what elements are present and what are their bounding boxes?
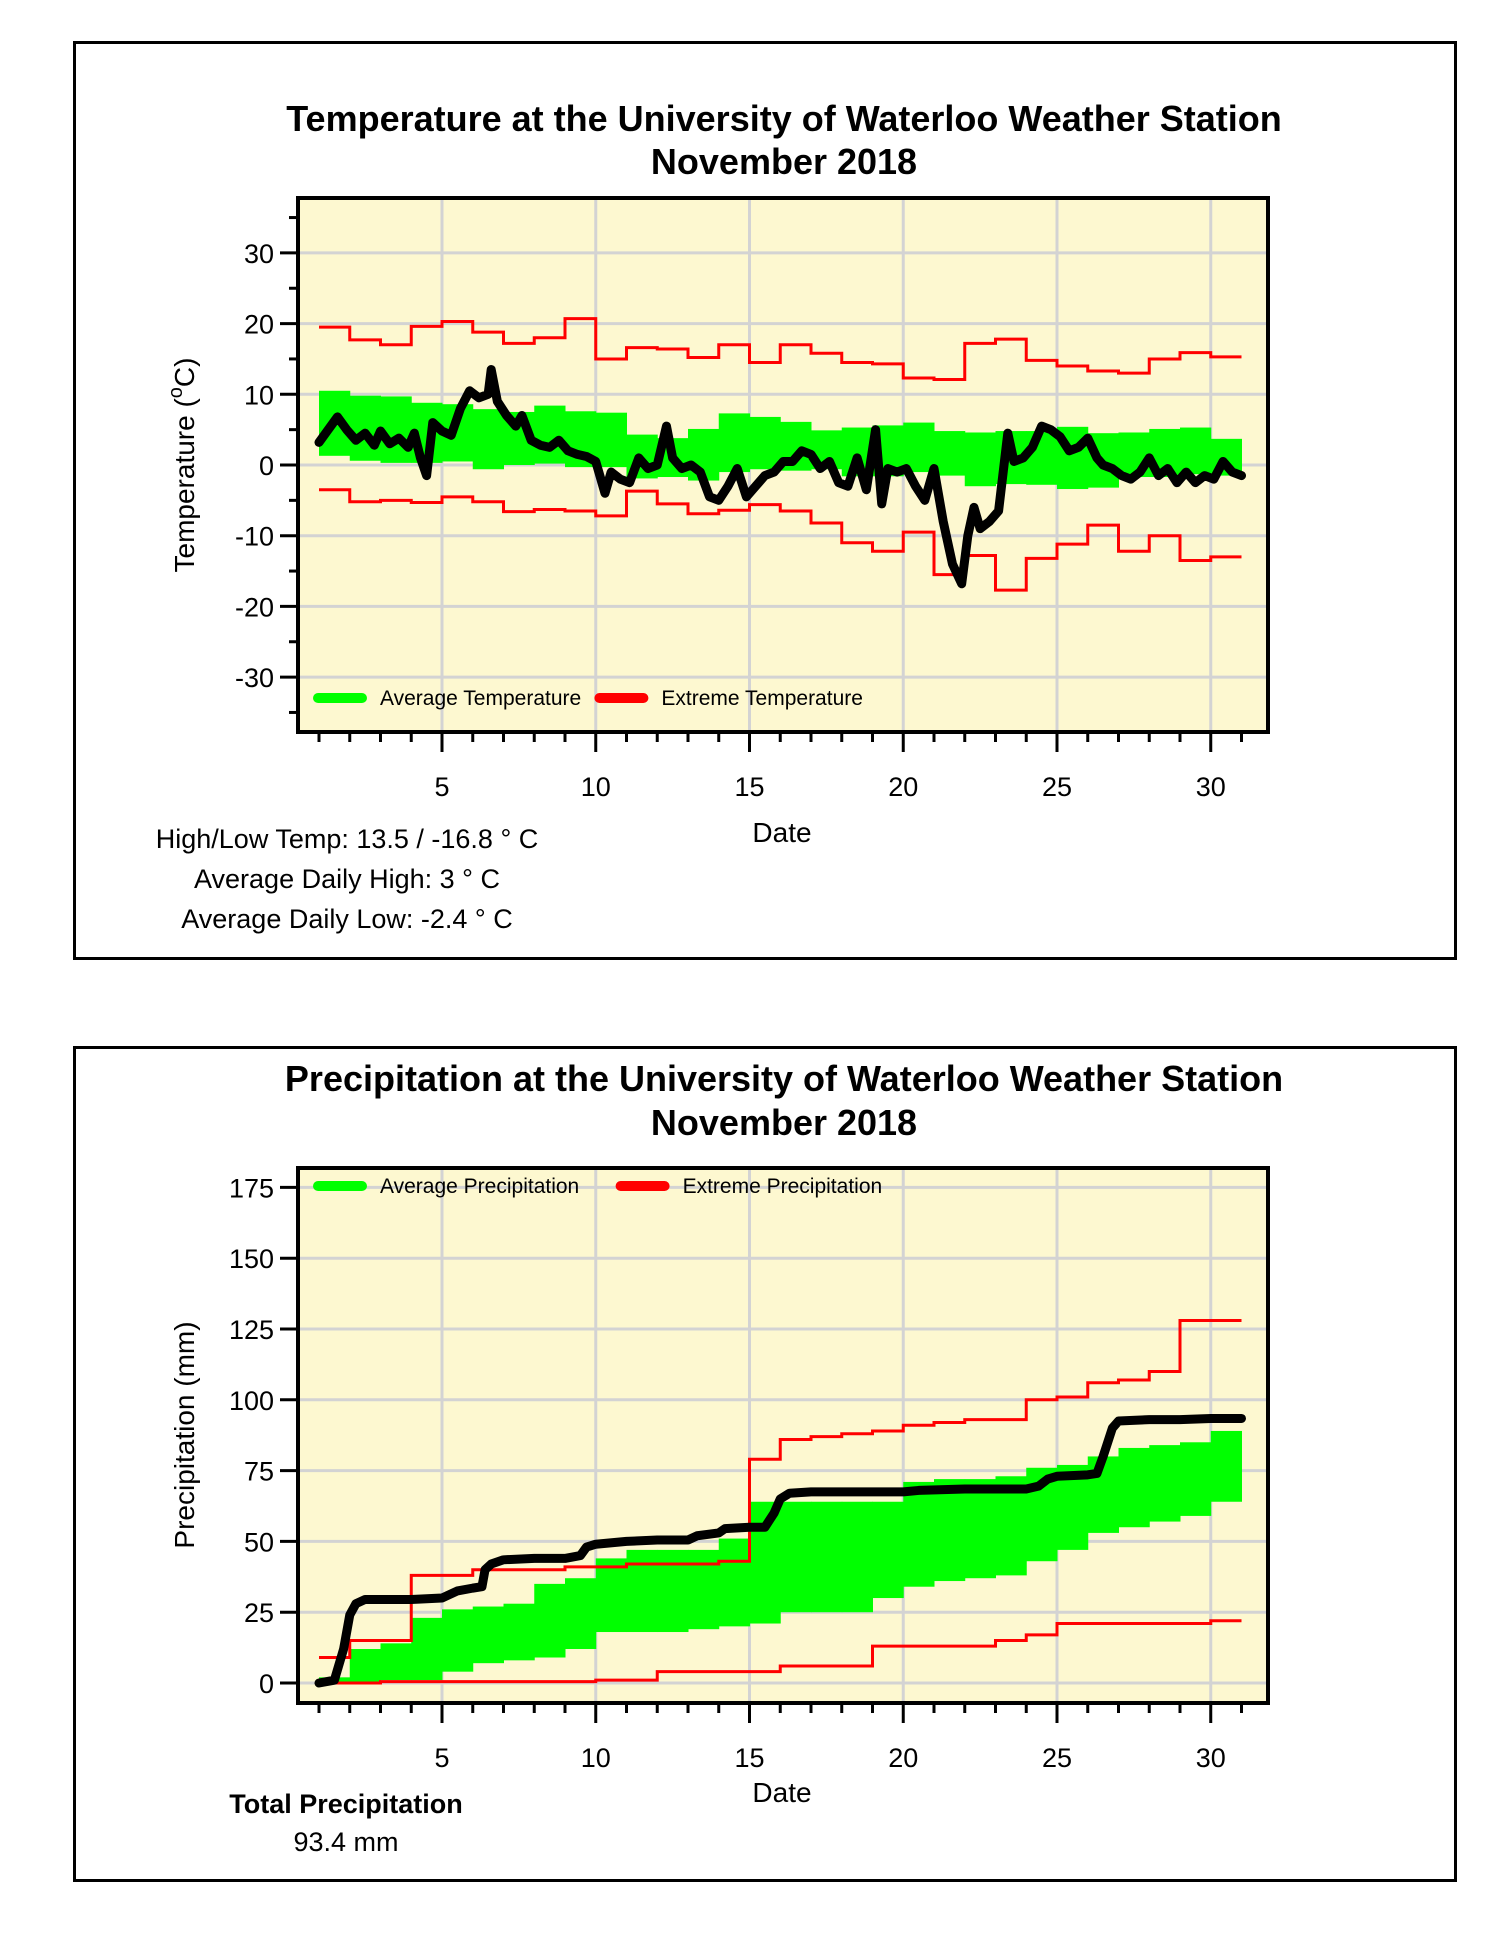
temp-average-band-segment — [964, 432, 996, 487]
precip-legend-label: Average Precipitation — [380, 1175, 579, 1198]
temp-average-band-segment — [380, 396, 412, 463]
temp-average-band-segment — [718, 413, 750, 473]
precip-x-tick-label: 10 — [581, 1743, 611, 1773]
temp-avg-high-summary: Average Daily High: 3 ° C — [194, 864, 500, 894]
precip-y-tick-label: 125 — [229, 1315, 274, 1345]
temp-average-band-segment — [595, 412, 627, 468]
precip-plot-frame — [296, 1166, 1270, 1705]
precip-average-band-segment — [626, 1549, 658, 1633]
precip-average-band-segment — [688, 1549, 720, 1630]
temp-chart-title: Temperature at the University of Waterlo… — [286, 98, 1282, 139]
temperature-plot: -30 -20 -10 0 10 20 30 5 10 15 20 25 30 Average Tempe… — [235, 196, 1270, 802]
temp-average-band-segment — [1180, 427, 1212, 475]
precip-x-axis-label: Date — [752, 1777, 811, 1808]
precip-average-band-segment — [1149, 1445, 1181, 1522]
total-precip-value: 93.4 mm — [293, 1827, 398, 1857]
temp-observed-line — [314, 365, 1246, 589]
temp-average-band-segment — [1026, 431, 1058, 485]
temp-y-tick-label: -10 — [235, 522, 274, 552]
temp-x-tick-label: 20 — [888, 772, 918, 802]
temp-average-band-segment — [472, 409, 504, 470]
precip-y-axis-label: Precipitation (mm) — [169, 1321, 200, 1548]
precip-observed-line — [314, 1413, 1246, 1688]
precip-y-tick-label: 25 — [244, 1598, 274, 1628]
temp-extreme-high-line — [319, 317, 1242, 381]
precip-average-band-segment — [934, 1479, 966, 1582]
precip-average-band-segment — [442, 1609, 474, 1672]
precip-average-band-segment — [411, 1617, 443, 1681]
precipitation-plot: 0 25 50 75 100 125 150 175 5 10 15 20 25 30 Average Pr… — [229, 1166, 1270, 1773]
precip-x-tick-label: 25 — [1042, 1743, 1072, 1773]
precip-average-band-segment — [872, 1501, 904, 1599]
precip-y-tick-label: 0 — [259, 1669, 274, 1699]
temp-extreme-low-line — [319, 488, 1242, 592]
precip-legend-label: Extreme Precipitation — [683, 1175, 883, 1198]
temp-avg-low-summary: Average Daily Low: -2.4 ° C — [181, 904, 512, 934]
precip-average-band-segment — [780, 1501, 812, 1613]
temp-y-tick-label: 20 — [244, 310, 274, 340]
precip-chart-title: Precipitation at the University of Water… — [285, 1058, 1283, 1099]
temp-x-axis-label: Date — [752, 817, 811, 848]
precip-average-band-segment — [811, 1501, 843, 1613]
temp-x-tick-label: 30 — [1196, 772, 1226, 802]
precip-y-tick-label: 150 — [229, 1244, 274, 1274]
temp-chart-subtitle: November 2018 — [651, 141, 917, 182]
total-precip-label: Total Precipitation — [229, 1789, 463, 1819]
temp-x-tick-label: 15 — [734, 772, 764, 802]
temp-y-axis-label: Temperature (oC) — [165, 358, 200, 573]
precip-average-band-segment — [657, 1549, 689, 1633]
temp-high-low-summary: High/Low Temp: 13.5 / -16.8 ° C — [156, 824, 539, 854]
temp-legend-label: Extreme Temperature — [661, 687, 863, 710]
temp-x-tick-label: 25 — [1042, 772, 1072, 802]
temp-x-tick-label: 5 — [434, 772, 449, 802]
temp-y-tick-label: 30 — [244, 239, 274, 269]
precip-legend: Average Precipitation Extreme Precipitati… — [313, 1175, 883, 1198]
precip-x-tick-label: 20 — [888, 1743, 918, 1773]
precip-average-band-segment — [503, 1603, 535, 1661]
precip-average-band-segment — [595, 1558, 627, 1633]
temp-y-tick-label: 10 — [244, 380, 274, 410]
precip-average-band-segment — [903, 1481, 935, 1587]
temp-x-tick-label: 10 — [581, 772, 611, 802]
temp-y-tick-label: -30 — [235, 663, 274, 693]
temp-average-band-segment — [534, 405, 566, 464]
precip-average-band-segment — [1087, 1456, 1119, 1533]
precip-average-band-segment — [565, 1578, 597, 1650]
precip-x-tick-label: 15 — [734, 1743, 764, 1773]
precip-x-tick-label: 5 — [434, 1743, 449, 1773]
precip-average-band-segment — [1118, 1447, 1150, 1528]
temp-average-band-segment — [903, 422, 935, 473]
precip-average-band-segment — [534, 1583, 566, 1658]
precip-average-band-segment — [349, 1649, 381, 1683]
temp-legend-label: Average Temperature — [380, 687, 581, 710]
precip-x-tick-label: 30 — [1196, 1743, 1226, 1773]
precip-average-band-segment — [841, 1501, 873, 1613]
precip-average-band-segment — [1210, 1430, 1242, 1502]
precip-average-band-segment — [380, 1643, 412, 1681]
temp-legend: Average Temperature Extreme Temperature — [313, 687, 863, 710]
temp-y-tick-label: 0 — [259, 451, 274, 481]
precip-average-band-segment — [964, 1479, 996, 1579]
precip-average-band-segment — [472, 1606, 504, 1664]
temp-average-band-segment — [749, 416, 781, 470]
precip-chart-subtitle: November 2018 — [651, 1102, 917, 1143]
precip-y-tick-label: 175 — [229, 1173, 274, 1203]
precip-y-tick-label: 50 — [244, 1527, 274, 1557]
precip-extreme-low-line — [319, 1619, 1242, 1685]
precip-y-tick-label: 75 — [244, 1457, 274, 1487]
precip-average-band-segment — [1180, 1442, 1212, 1516]
temp-average-band-segment — [349, 395, 381, 461]
temp-average-band-segment — [934, 431, 966, 476]
temp-y-tick-label: -20 — [235, 592, 274, 622]
precip-average-band-segment — [718, 1538, 750, 1627]
precip-y-tick-label: 100 — [229, 1386, 274, 1416]
